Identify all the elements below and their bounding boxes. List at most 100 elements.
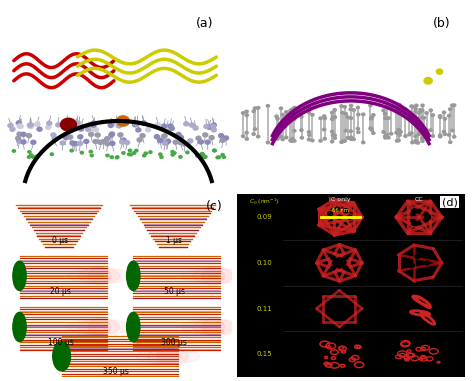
Circle shape: [252, 133, 255, 135]
Ellipse shape: [425, 261, 429, 265]
Text: 100 μs: 100 μs: [47, 338, 73, 347]
Circle shape: [17, 132, 22, 136]
Circle shape: [344, 112, 347, 115]
Circle shape: [178, 135, 183, 139]
Circle shape: [356, 127, 359, 130]
Circle shape: [204, 125, 209, 128]
Ellipse shape: [331, 266, 335, 270]
Circle shape: [449, 108, 452, 110]
Circle shape: [293, 118, 296, 120]
Circle shape: [357, 113, 360, 116]
Circle shape: [60, 141, 65, 145]
Circle shape: [442, 111, 446, 114]
Circle shape: [70, 149, 73, 152]
Circle shape: [333, 116, 337, 118]
Circle shape: [417, 142, 419, 144]
Circle shape: [110, 141, 115, 146]
Circle shape: [219, 134, 224, 138]
Circle shape: [431, 135, 434, 137]
Circle shape: [245, 131, 248, 134]
Ellipse shape: [343, 209, 348, 213]
Circle shape: [293, 106, 296, 109]
Circle shape: [395, 110, 398, 113]
Ellipse shape: [157, 348, 180, 364]
Circle shape: [411, 141, 414, 144]
Circle shape: [349, 104, 353, 107]
Circle shape: [414, 139, 417, 142]
Text: (a): (a): [196, 17, 214, 30]
Ellipse shape: [412, 221, 418, 226]
Circle shape: [212, 149, 216, 152]
Circle shape: [173, 152, 176, 154]
Circle shape: [333, 134, 336, 136]
Circle shape: [12, 150, 16, 152]
Circle shape: [275, 115, 278, 118]
Circle shape: [438, 115, 442, 118]
Circle shape: [330, 130, 334, 133]
Circle shape: [331, 115, 335, 118]
Circle shape: [395, 139, 399, 142]
Ellipse shape: [335, 207, 339, 211]
Circle shape: [349, 117, 353, 119]
Circle shape: [201, 154, 205, 156]
Circle shape: [61, 118, 76, 131]
Circle shape: [404, 108, 407, 110]
Circle shape: [91, 121, 96, 125]
Ellipse shape: [127, 312, 140, 342]
Circle shape: [121, 138, 126, 142]
Circle shape: [220, 138, 225, 142]
Circle shape: [245, 110, 248, 113]
Circle shape: [51, 133, 56, 137]
Circle shape: [29, 123, 34, 127]
Circle shape: [200, 154, 203, 156]
Circle shape: [293, 130, 296, 132]
Circle shape: [330, 111, 334, 114]
Circle shape: [330, 140, 334, 143]
Circle shape: [254, 107, 256, 110]
Circle shape: [408, 133, 411, 136]
Ellipse shape: [331, 256, 335, 259]
Ellipse shape: [425, 215, 430, 219]
Circle shape: [291, 138, 294, 140]
Circle shape: [384, 117, 387, 120]
Circle shape: [110, 156, 113, 158]
Circle shape: [201, 153, 203, 155]
Circle shape: [71, 126, 76, 130]
Circle shape: [164, 126, 170, 130]
Circle shape: [146, 128, 151, 132]
Circle shape: [106, 154, 109, 157]
Ellipse shape: [344, 266, 348, 270]
Circle shape: [17, 124, 22, 128]
Circle shape: [186, 151, 189, 154]
Ellipse shape: [147, 348, 189, 364]
Circle shape: [165, 139, 171, 143]
Circle shape: [438, 134, 442, 136]
Circle shape: [370, 117, 374, 119]
Circle shape: [37, 127, 42, 131]
Circle shape: [118, 133, 123, 137]
Circle shape: [47, 121, 52, 125]
Circle shape: [370, 117, 373, 120]
Ellipse shape: [79, 319, 120, 335]
Circle shape: [319, 139, 322, 142]
Ellipse shape: [88, 268, 111, 284]
Circle shape: [196, 136, 201, 140]
Ellipse shape: [79, 268, 120, 284]
Circle shape: [443, 133, 447, 135]
Circle shape: [164, 140, 169, 144]
Circle shape: [134, 122, 138, 126]
Circle shape: [184, 122, 189, 126]
Circle shape: [438, 135, 442, 138]
Circle shape: [362, 113, 365, 116]
Circle shape: [356, 106, 359, 109]
Circle shape: [27, 156, 30, 158]
Circle shape: [395, 108, 399, 111]
Circle shape: [242, 112, 245, 114]
Ellipse shape: [192, 319, 234, 335]
Circle shape: [323, 138, 326, 140]
Circle shape: [210, 125, 216, 128]
Circle shape: [162, 124, 167, 128]
Circle shape: [341, 140, 344, 143]
Circle shape: [79, 127, 83, 131]
Circle shape: [128, 153, 131, 155]
